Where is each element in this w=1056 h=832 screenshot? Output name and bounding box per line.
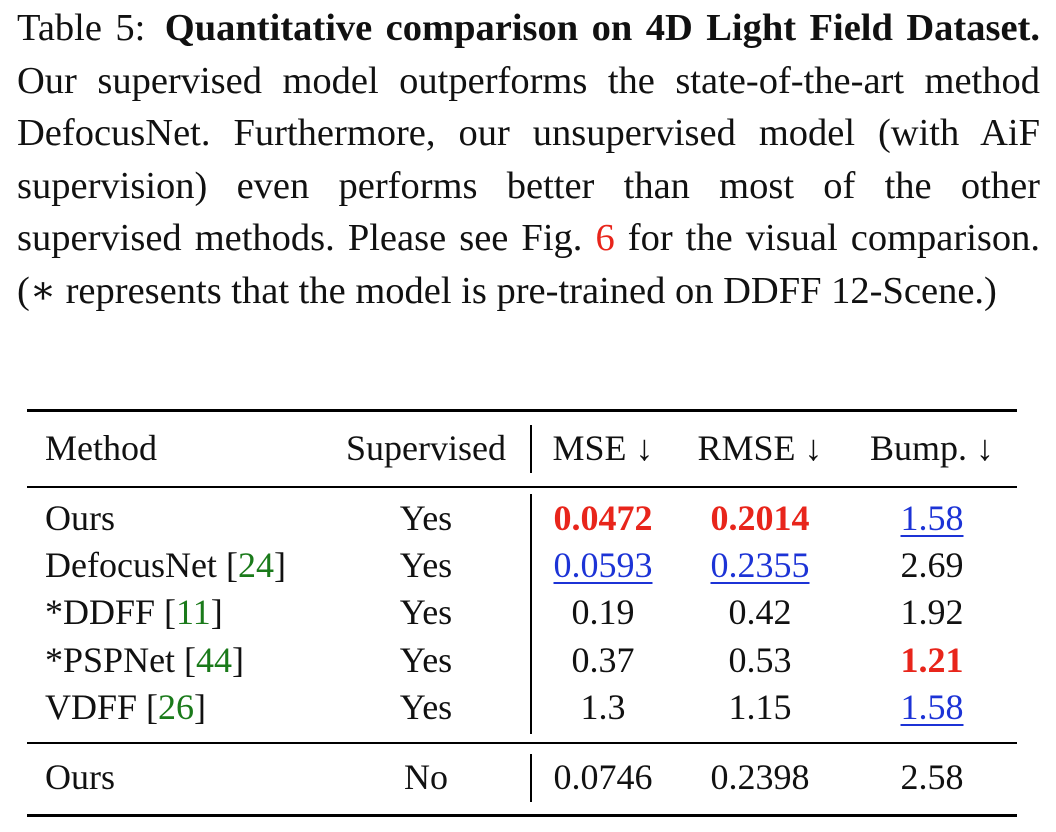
row-5-mse: 0.0746 bbox=[553, 757, 653, 797]
row-3-method: *PSPNet [44] bbox=[45, 640, 245, 680]
header-supervised: Supervised bbox=[346, 428, 506, 468]
header-rule bbox=[27, 486, 1017, 488]
table-caption: Table 5: Quantitative comparison on 4D L… bbox=[17, 2, 1040, 318]
row-1-citation-link[interactable]: 24 bbox=[237, 545, 274, 585]
row-5-bump: 2.58 bbox=[900, 757, 964, 797]
row-1-method: DefocusNet [24] bbox=[45, 545, 286, 585]
row-0-mse: 0.0472 bbox=[553, 498, 653, 538]
row-1-mse: 0.0593 bbox=[553, 545, 653, 585]
row-4-rmse: 1.15 bbox=[728, 687, 792, 727]
row-1-rmse: 0.2355 bbox=[710, 545, 810, 585]
row-5-rmse: 0.2398 bbox=[710, 757, 810, 797]
row-2-rmse: 0.42 bbox=[728, 592, 792, 632]
row-3-supervised: Yes bbox=[399, 640, 453, 680]
row-3-bump: 1.21 bbox=[900, 640, 964, 680]
row-5-supervised: No bbox=[404, 757, 448, 797]
header-mse: MSE ↓ bbox=[552, 428, 654, 468]
header-method: Method bbox=[45, 428, 157, 468]
row-0-bump: 1.58 bbox=[900, 498, 964, 538]
row-4-bump: 1.58 bbox=[900, 687, 964, 727]
header-column-divider bbox=[530, 425, 532, 473]
figure-reference-link[interactable]: 6 bbox=[595, 217, 615, 260]
row-1-supervised: Yes bbox=[399, 545, 453, 585]
row-2-bump: 1.92 bbox=[900, 592, 964, 632]
table-bottom-rule bbox=[27, 814, 1017, 817]
row-1-bump: 2.69 bbox=[900, 545, 964, 585]
caption-text-2: for the visual comparison. (∗ represents… bbox=[17, 217, 1041, 312]
caption-text-1: Our supervised model outperforms the sta… bbox=[17, 59, 1040, 260]
row-0-supervised: Yes bbox=[399, 498, 453, 538]
row-2-method: *DDFF [11] bbox=[45, 592, 223, 632]
row-5-method: Ours bbox=[45, 757, 115, 797]
row-3-citation-link[interactable]: 44 bbox=[196, 640, 233, 680]
row-3-rmse: 0.53 bbox=[728, 640, 792, 680]
row-2-citation-link[interactable]: 11 bbox=[176, 592, 211, 632]
row-0-method: Ours bbox=[45, 498, 115, 538]
row-4-mse: 1.3 bbox=[580, 687, 626, 727]
caption-title: Quantitative comparison on 4D Light Fiel… bbox=[164, 7, 1040, 49]
header-rmse: RMSE ↓ bbox=[697, 428, 823, 468]
table-top-rule bbox=[27, 409, 1017, 412]
group-separator-rule bbox=[27, 742, 1017, 744]
row-4-citation-link[interactable]: 26 bbox=[158, 687, 195, 727]
row-4-supervised: Yes bbox=[399, 687, 453, 727]
row-3-mse: 0.37 bbox=[571, 640, 635, 680]
header-bump: Bump. ↓ bbox=[869, 428, 995, 468]
row-0-rmse: 0.2014 bbox=[710, 498, 810, 538]
caption-label: Table 5: bbox=[17, 7, 146, 49]
supervised-group-column-divider bbox=[530, 494, 532, 734]
unsupervised-group-column-divider bbox=[530, 754, 532, 802]
row-2-supervised: Yes bbox=[399, 592, 453, 632]
row-4-method: VDFF [26] bbox=[45, 687, 207, 727]
row-2-mse: 0.19 bbox=[571, 592, 635, 632]
